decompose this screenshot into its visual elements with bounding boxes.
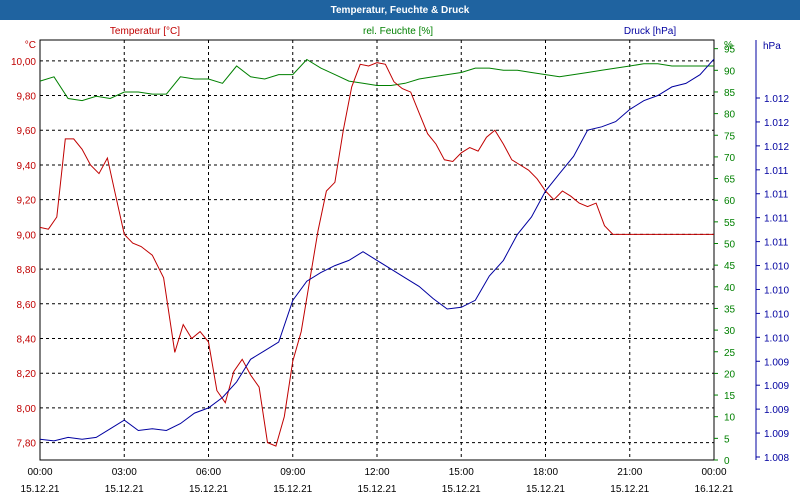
grid	[40, 40, 714, 460]
temperature-tick-label: 9,40	[17, 161, 37, 172]
humidity-axis-ticks: 0 5 10 15 20 25 30 35 40 45 50 55 60 65 70 75 80 85 90 95	[714, 45, 736, 467]
temperature-axis-ticks: 10,00 9,80 9,60 9,40 9,20 9,00 8,80 8,60 8,40 8,2…	[11, 57, 36, 450]
plot-frame	[39, 39, 715, 461]
humidity-tick-label: 60	[724, 196, 736, 207]
x-tick-date: 15.12.21	[105, 484, 144, 495]
humidity-tick-label: 35	[724, 304, 736, 315]
x-tick-date: 15.12.21	[273, 484, 312, 495]
humidity-tick-label: 10	[724, 413, 736, 424]
x-tick-time: 00:00	[701, 467, 726, 478]
humidity-tick-label: 15	[724, 391, 736, 402]
humidity-tick-label: 20	[724, 369, 736, 380]
temperature-tick-label: 8,40	[17, 335, 37, 346]
x-tick-time: 12:00	[364, 467, 389, 478]
humidity-tick-label: 30	[724, 326, 736, 337]
humidity-tick-label: 45	[724, 261, 736, 272]
pressure-axis-ticks: 1.012 1.012 1.012 1.011 1.011 1.011 1.011 1.010…	[756, 94, 789, 464]
x-tick-date: 15.12.21	[442, 484, 481, 495]
pressure-tick-label: 1.012	[764, 142, 789, 153]
humidity-tick-label: 90	[724, 66, 736, 77]
humidity-tick-label: 95	[724, 45, 736, 56]
humidity-tick-label: 85	[724, 88, 736, 99]
humidity-tick-label: 70	[724, 153, 736, 164]
x-tick-time: 21:00	[617, 467, 642, 478]
temperature-tick-label: 8,20	[17, 369, 37, 380]
unit-pressure: hPa	[763, 41, 781, 52]
series-humidity-line	[39, 58, 714, 102]
temperature-tick-label: 8,00	[17, 404, 37, 415]
series-pressure-line	[39, 58, 715, 442]
x-tick-date: 15.12.21	[610, 484, 649, 495]
pressure-tick-label: 1.009	[764, 405, 789, 416]
temperature-tick-label: 9,60	[17, 126, 37, 137]
series-temperature-line	[39, 62, 714, 447]
pressure-tick-label: 1.009	[764, 357, 789, 368]
x-tick-date: 15.12.21	[526, 484, 565, 495]
pressure-tick-label: 1.010	[764, 309, 789, 320]
legend-humidity: rel. Feuchte [%]	[363, 26, 433, 37]
pressure-tick-label: 1.012	[764, 94, 789, 105]
temperature-tick-label: 9,00	[17, 230, 37, 241]
x-tick-time: 00:00	[27, 467, 52, 478]
x-tick-time: 18:00	[533, 467, 558, 478]
chart-title: Temperatur, Feuchte & Druck	[330, 4, 470, 16]
x-axis-ticks: 00:00 15.12.21 03:00 15.12.21 06:00 15.12.21 0…	[21, 467, 734, 495]
x-tick-date: 15.12.21	[358, 484, 397, 495]
humidity-tick-label: 5	[724, 434, 730, 445]
pressure-tick-label: 1.009	[764, 381, 789, 392]
chart-canvas: Temperatur [°C] rel. Feuchte [%] Druck […	[11, 26, 789, 495]
temperature-tick-label: 7,80	[17, 439, 37, 450]
pressure-tick-label: 1.010	[764, 333, 789, 344]
legend-temperature: Temperatur [°C]	[110, 26, 180, 37]
pressure-tick-label: 1.010	[764, 285, 789, 296]
temperature-tick-label: 8,60	[17, 300, 37, 311]
pressure-tick-label: 1.011	[764, 166, 789, 177]
temperature-tick-label: 8,80	[17, 265, 37, 276]
x-tick-time: 03:00	[112, 467, 137, 478]
unit-temperature: °C	[25, 40, 36, 51]
x-tick-date: 15.12.21	[21, 484, 60, 495]
x-tick-time: 06:00	[196, 467, 221, 478]
unit-humidity: %	[724, 40, 733, 51]
humidity-tick-label: 25	[724, 348, 736, 359]
pressure-tick-label: 1.011	[764, 190, 789, 201]
humidity-tick-label: 65	[724, 175, 736, 186]
temperature-tick-label: 10,00	[11, 57, 36, 68]
legend-pressure: Druck [hPa]	[624, 26, 676, 37]
pressure-tick-label: 1.012	[764, 118, 789, 129]
humidity-tick-label: 40	[724, 283, 736, 294]
pressure-tick-label: 1.008	[764, 453, 789, 464]
humidity-tick-label: 75	[724, 131, 736, 142]
x-tick-date: 16.12.21	[695, 484, 734, 495]
x-tick-time: 15:00	[449, 467, 474, 478]
temperature-tick-label: 9,20	[17, 196, 37, 207]
humidity-tick-label: 80	[724, 110, 736, 121]
pressure-tick-label: 1.011	[764, 238, 789, 249]
chart-title-bar: Temperatur, Feuchte & Druck	[0, 0, 800, 20]
humidity-tick-label: 50	[724, 240, 736, 251]
pressure-tick-label: 1.010	[764, 262, 789, 273]
pressure-tick-label: 1.011	[764, 214, 789, 225]
pressure-tick-label: 1.009	[764, 429, 789, 440]
humidity-tick-label: 55	[724, 218, 736, 229]
temperature-tick-label: 9,80	[17, 92, 37, 103]
x-tick-time: 09:00	[280, 467, 305, 478]
humidity-tick-label: 0	[724, 456, 730, 467]
x-tick-date: 15.12.21	[189, 484, 228, 495]
